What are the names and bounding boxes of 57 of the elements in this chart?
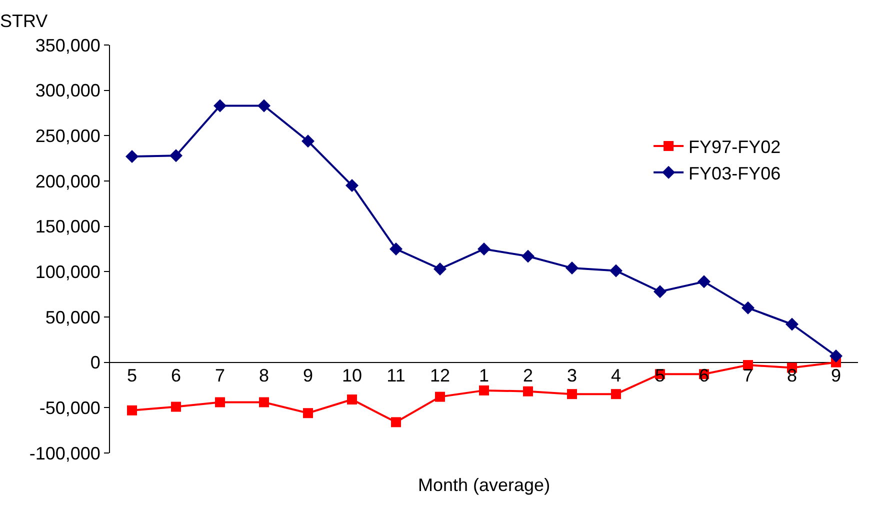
point <box>698 275 710 288</box>
y-tick-label: 200,000 <box>35 171 100 192</box>
point <box>523 386 533 396</box>
point <box>171 402 181 412</box>
x-tick-label: 6 <box>170 365 182 386</box>
point <box>391 417 401 428</box>
point <box>610 264 622 278</box>
y-axis-title: STRV <box>0 11 48 31</box>
point <box>347 394 357 405</box>
x-tick-label: 2 <box>522 365 534 386</box>
y-tick-label: -50,000 <box>39 398 100 418</box>
legend-label: FY03-FY06 <box>688 163 781 184</box>
point <box>302 134 314 148</box>
y-tick-label: 350,000 <box>35 35 100 56</box>
point <box>434 262 446 276</box>
point <box>126 150 138 164</box>
point <box>259 397 269 408</box>
point <box>215 397 225 408</box>
x-tick-label: 11 <box>386 365 406 386</box>
y-tick-label: 250,000 <box>35 126 100 146</box>
x-axis-title: Month (average) <box>418 475 550 495</box>
x-tick-label: 8 <box>258 365 270 386</box>
point <box>478 242 490 256</box>
point <box>127 405 137 416</box>
x-tick-label: 1 <box>478 365 490 386</box>
point <box>566 262 578 275</box>
y-tick-label: -100,000 <box>29 443 100 464</box>
point <box>567 389 577 400</box>
y-tick-label: 0 <box>90 352 100 373</box>
x-tick-label: 5 <box>126 365 138 386</box>
x-tick-label: 3 <box>566 365 578 386</box>
point <box>390 242 402 256</box>
y-tick-label: 150,000 <box>35 216 100 237</box>
y-tick-label: 50,000 <box>45 307 100 328</box>
x-tick-label: 7 <box>214 365 226 386</box>
y-tick-label: 100,000 <box>35 262 100 282</box>
point <box>258 99 270 112</box>
point <box>522 250 534 263</box>
x-tick-label: 12 <box>430 365 450 386</box>
y-tick-label: 300,000 <box>35 80 100 101</box>
legend-label: FY97-FY02 <box>688 136 781 157</box>
point <box>611 389 621 400</box>
point <box>170 149 182 162</box>
point <box>830 349 842 362</box>
point <box>742 301 754 314</box>
x-tick-label: 10 <box>342 365 362 386</box>
point <box>654 285 666 298</box>
point <box>786 318 798 331</box>
x-tick-label: 4 <box>610 365 622 386</box>
point <box>303 408 313 418</box>
x-tick-label: 9 <box>830 365 842 386</box>
x-tick-label: 7 <box>742 365 754 386</box>
point <box>214 99 226 112</box>
point <box>435 392 445 402</box>
point <box>346 179 358 192</box>
x-tick-label: 9 <box>302 365 314 386</box>
point <box>479 385 489 396</box>
